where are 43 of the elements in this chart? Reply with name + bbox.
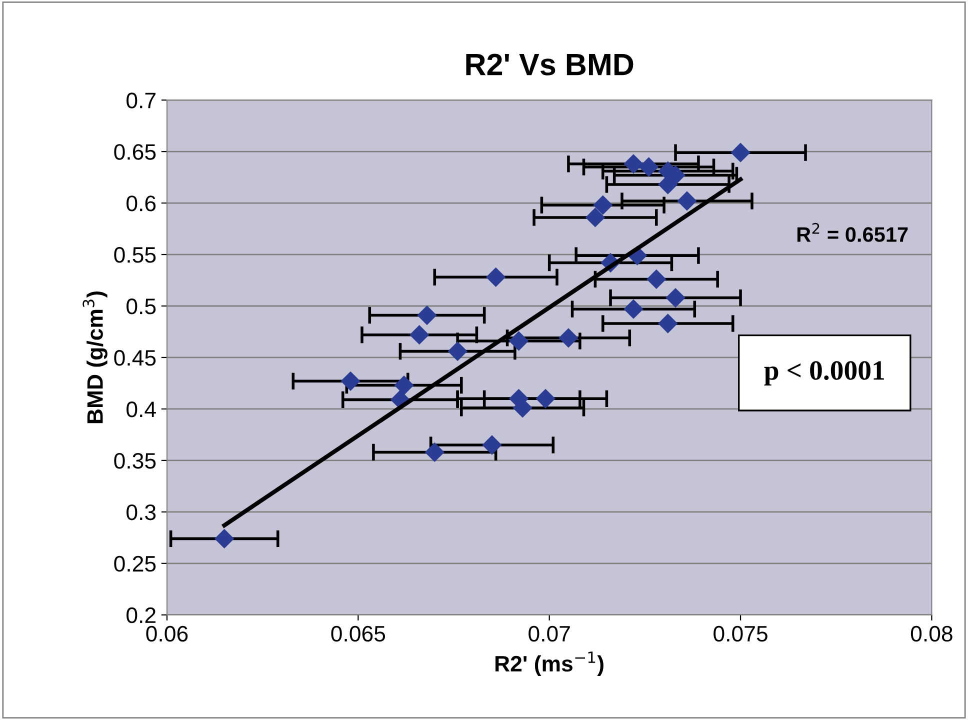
y-tick-label: 0.35 [114,452,156,469]
x-tick-label: 0.075 [714,626,768,642]
point [417,306,437,325]
point [340,372,360,391]
point [448,342,468,361]
point [425,442,444,462]
point [482,435,502,455]
y-tick-label: 0.7 [126,92,156,108]
point [624,300,643,319]
point [394,376,414,395]
y-tick-label: 0.4 [126,401,156,418]
y-tick-label: 0.6 [126,196,156,212]
point [509,331,528,351]
point [558,328,578,348]
annotation: p < 0.0001 [764,361,884,386]
point [639,157,658,177]
y-tick-label: 0.65 [114,144,156,160]
y-tick-label: 0.25 [114,556,156,572]
point [586,208,605,227]
y-tick-label: 0.2 [126,607,156,624]
point [730,143,750,162]
x-axis-title: R2' (ms$^{−1}$) [495,652,604,676]
x-tick-label: 0.08 [910,626,952,642]
point [593,196,612,215]
point [214,529,234,548]
point [624,154,643,174]
point [410,325,429,344]
point [646,270,666,289]
y-tick-label: 0.5 [126,298,156,314]
annotation: R$^{2}$ = 0.6517 [797,222,908,242]
x-tick-label: 0.07 [528,626,570,642]
y-tick-label: 0.3 [126,504,156,520]
point [658,314,678,334]
y-axis-title: BMD (g/cm$^{3}$) [82,292,108,424]
point [486,268,506,287]
y-tick-label: 0.45 [114,350,156,366]
point [666,288,686,308]
point [536,389,556,408]
point [677,191,697,211]
chart-title: R2' Vs BMD [466,54,634,76]
x-tick-label: 0.065 [331,626,386,642]
x-tick-label: 0.06 [146,626,188,642]
y-tick-label: 0.55 [114,247,156,263]
